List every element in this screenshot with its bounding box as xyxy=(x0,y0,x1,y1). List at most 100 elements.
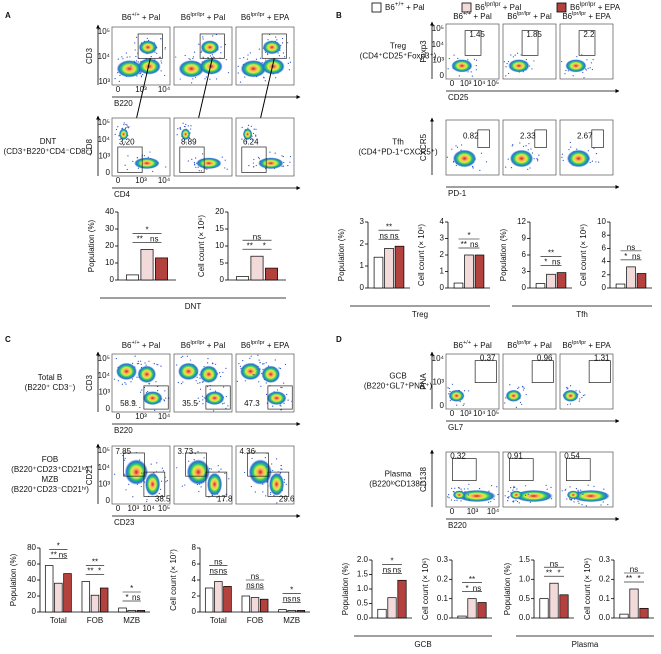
gate xyxy=(531,360,554,383)
event-dot xyxy=(245,140,247,142)
event-dot xyxy=(272,405,274,407)
gate xyxy=(578,30,596,56)
event-dot xyxy=(227,72,230,74)
group-rest: + EPA xyxy=(586,12,611,21)
event-dot xyxy=(591,160,593,162)
significance-label: * xyxy=(637,574,640,583)
event-dot xyxy=(265,393,268,395)
event-dot xyxy=(265,362,267,364)
event-dot xyxy=(452,491,454,493)
event-dot xyxy=(198,170,200,172)
event-dot xyxy=(463,403,465,405)
event-dot xyxy=(279,367,282,370)
group-base: B6 xyxy=(181,13,191,22)
event-dot xyxy=(211,56,213,59)
y-tick-label: 0.1 xyxy=(599,594,611,603)
event-dot xyxy=(510,54,512,56)
gate xyxy=(179,146,205,173)
x-tick-label: 10⁴ xyxy=(487,507,500,516)
y-axis-label: Cell count (× 10⁷) xyxy=(169,549,178,611)
event-dot xyxy=(251,457,253,460)
y-axis-label: CD3 xyxy=(85,374,94,391)
event-dot xyxy=(528,143,530,145)
event-dot xyxy=(589,67,591,69)
event-dot xyxy=(164,74,166,77)
row-label: (B220⁺GL7⁺PNA⁺) xyxy=(364,382,433,391)
y-tick-label: 10⁴ xyxy=(98,463,111,472)
y-axis-label: Cell count (× 10⁶) xyxy=(197,215,206,278)
event-dot xyxy=(562,159,564,162)
event-dot xyxy=(572,75,574,77)
bar xyxy=(223,586,232,613)
row-label: GCB xyxy=(389,372,406,381)
group-sup: +/+ xyxy=(132,340,140,346)
event-dot xyxy=(565,69,567,72)
event-dot xyxy=(595,161,597,163)
density-blob xyxy=(505,389,522,402)
event-dot xyxy=(122,454,124,457)
density-blob xyxy=(565,59,587,73)
event-dot xyxy=(217,465,219,467)
event-dot xyxy=(607,503,609,506)
event-dot xyxy=(286,393,288,396)
event-dot xyxy=(188,57,190,60)
event-dot xyxy=(124,382,126,384)
gate-percent: 1.31 xyxy=(594,354,610,363)
density-blob xyxy=(180,128,191,141)
density-blob xyxy=(199,365,219,383)
event-dot xyxy=(475,64,477,67)
event-dot xyxy=(186,355,189,357)
event-dot xyxy=(252,132,255,135)
event-dot xyxy=(472,167,474,169)
x-axis-label: CD25 xyxy=(448,93,469,102)
group-base: B6 xyxy=(562,341,572,350)
density-blob xyxy=(196,157,222,170)
event-dot xyxy=(201,381,203,383)
event-dot xyxy=(132,160,134,163)
significance-label: ** xyxy=(461,240,467,249)
event-dot xyxy=(243,471,246,474)
y-tick-label: 10⁴ xyxy=(432,354,445,363)
event-dot xyxy=(182,381,184,383)
event-dot xyxy=(456,404,458,406)
gate-percent: 58.9 xyxy=(120,399,136,408)
y-tick-label: 10³ xyxy=(98,151,110,160)
event-dot xyxy=(179,78,181,80)
gate-percent: 6.24 xyxy=(243,137,259,146)
event-dot xyxy=(254,450,257,452)
gate xyxy=(452,458,477,481)
event-dot xyxy=(510,167,513,169)
significance-label: * xyxy=(290,586,293,595)
event-dot xyxy=(522,145,525,147)
y-tick-label: 1.0 xyxy=(519,574,531,583)
event-dot xyxy=(136,157,138,159)
event-dot xyxy=(163,400,166,402)
event-dot xyxy=(448,497,450,499)
event-dot xyxy=(451,148,453,150)
event-dot xyxy=(190,125,192,127)
event-dot xyxy=(206,385,209,388)
y-tick-label: 10⁵ xyxy=(98,118,110,127)
group-sup: lpr/lpr xyxy=(517,340,531,346)
gate-percent: 1.45 xyxy=(469,30,485,39)
bar xyxy=(90,594,100,613)
y-axis-label: Population (%) xyxy=(9,553,18,606)
event-dot xyxy=(533,60,535,62)
x-tick-label: 10⁵ xyxy=(158,504,170,513)
event-dot xyxy=(448,387,450,390)
event-dot xyxy=(281,468,283,470)
event-dot xyxy=(265,382,267,384)
y-tick-label: 8 xyxy=(192,543,197,552)
event-dot xyxy=(527,168,529,170)
event-dot xyxy=(190,128,192,130)
group-label: Tfh xyxy=(576,310,588,319)
y-tick-label: 0 xyxy=(110,275,115,284)
significance-label: * xyxy=(390,556,393,565)
event-dot xyxy=(115,128,118,131)
category-label: MZB xyxy=(283,616,300,625)
event-dot xyxy=(525,59,527,61)
density-blob xyxy=(178,362,199,381)
y-tick-label: 0 xyxy=(360,283,365,292)
event-dot xyxy=(497,493,499,496)
x-axis-label: B220 xyxy=(114,426,133,435)
